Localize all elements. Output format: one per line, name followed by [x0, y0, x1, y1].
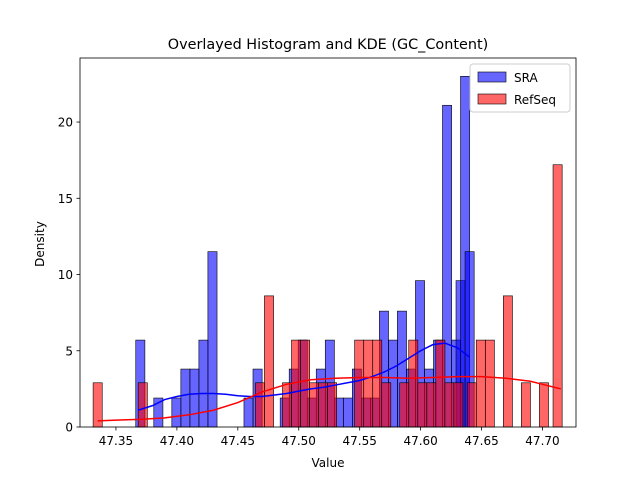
legend: SRA RefSeq	[469, 63, 571, 113]
refseq-bar	[318, 382, 328, 428]
refseq-bar	[327, 382, 338, 428]
refseq-bar	[372, 339, 383, 428]
chart-title: Overlayed Histogram and KDE (GC_Content)	[168, 37, 488, 53]
refseq-bar	[300, 339, 310, 428]
y-axis-label: Density	[33, 221, 47, 267]
refseq-bar	[435, 339, 446, 428]
refseq-bar	[363, 339, 374, 428]
refseq-bar	[264, 295, 274, 428]
refseq-bar	[354, 339, 365, 428]
sra-bar	[180, 368, 191, 428]
x-tick-label: 47.65	[464, 434, 498, 448]
sra-bar	[171, 397, 182, 428]
refseq-bar	[521, 382, 531, 428]
refseq-bar	[399, 382, 410, 428]
axes-frame	[79, 57, 577, 428]
y-tick-label: 10	[58, 268, 73, 282]
refseq-bar	[417, 382, 428, 428]
refseq-bar	[539, 382, 549, 428]
sra-bar	[198, 339, 209, 428]
y-tick-label: 5	[65, 344, 73, 358]
y-tick-label: 15	[58, 192, 73, 206]
refseq-bar	[282, 382, 292, 428]
sra-bar	[207, 251, 218, 428]
legend-swatch-refseq	[477, 93, 507, 105]
refseq-kde-line	[97, 375, 561, 422]
sra-bar	[189, 368, 200, 428]
x-tick-label: 47.50	[282, 434, 316, 448]
refseq-bar	[453, 382, 464, 428]
refseq-bar	[444, 382, 455, 428]
sra-kde-line	[137, 342, 470, 411]
legend-swatch-sra	[477, 71, 507, 83]
refseq-bar	[484, 339, 495, 428]
refseq-bar	[503, 295, 513, 428]
sra-bar	[342, 397, 353, 428]
x-tick-label: 47.70	[525, 434, 559, 448]
y-tick-label: 0	[65, 421, 73, 435]
axes: 47.35 47.40 47.45 47.50 47.55 47.60 47.65 47.70…	[58, 57, 577, 448]
sra-bar	[243, 397, 254, 428]
legend-label-refseq: RefSeq	[514, 93, 556, 107]
refseq-bar	[426, 382, 437, 428]
x-tick-label: 47.40	[160, 434, 194, 448]
x-tick-label: 47.35	[99, 434, 133, 448]
x-tick-label: 47.45	[221, 434, 255, 448]
legend-label-sra: SRA	[514, 71, 538, 85]
refseq-bar	[137, 382, 148, 428]
refseq-bar	[255, 382, 265, 428]
refseq-bar	[381, 382, 392, 428]
x-tick-label: 47.55	[343, 434, 377, 448]
x-axis-label: Value	[312, 456, 345, 470]
refseq-bar	[475, 339, 486, 428]
y-tick-label: 20	[58, 116, 73, 130]
refseq-bar	[466, 382, 477, 428]
x-tick-label: 47.60	[403, 434, 437, 448]
